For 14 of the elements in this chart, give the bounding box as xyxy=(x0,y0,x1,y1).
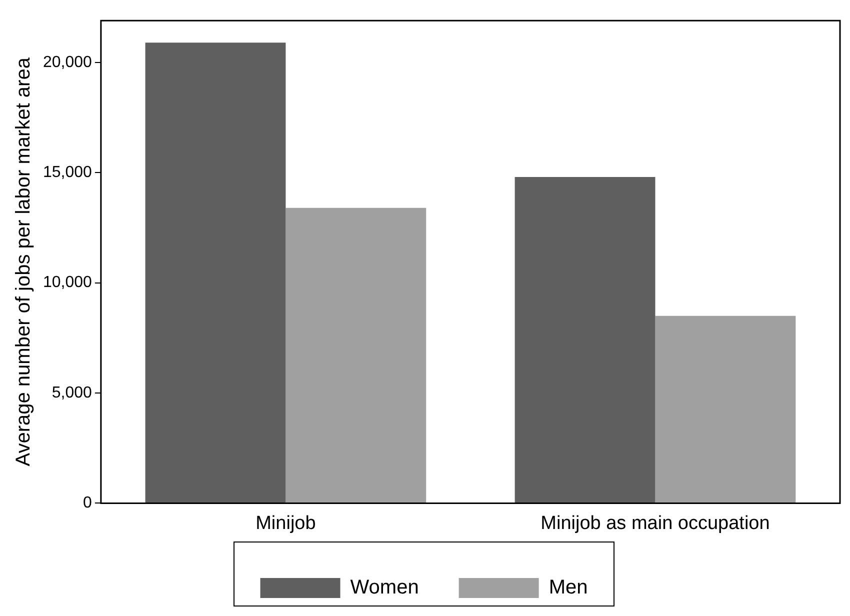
y-tick-label: 5,000 xyxy=(52,384,92,402)
x-tick-label: Minijob as main occupation xyxy=(540,512,770,534)
bar xyxy=(655,316,796,503)
legend-label: Women xyxy=(350,576,419,599)
y-axis-title: Average number of jobs per labor market area xyxy=(12,56,35,466)
legend-label: Men xyxy=(548,576,588,599)
y-tick-label: 20,000 xyxy=(43,54,92,71)
y-tick-label: 15,000 xyxy=(43,164,92,182)
bar xyxy=(514,177,656,503)
y-tick-label: 10,000 xyxy=(43,274,92,292)
bar xyxy=(286,208,426,503)
y-tick-label: 0 xyxy=(83,494,92,512)
x-tick-label: Minijob xyxy=(256,512,316,534)
bar xyxy=(145,42,286,503)
